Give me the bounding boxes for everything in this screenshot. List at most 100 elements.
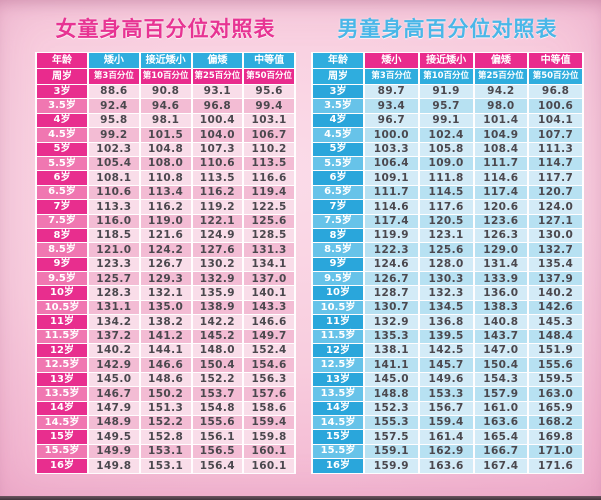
age-cell: 7.5岁 <box>37 214 87 228</box>
height-value-cell: 167.4 <box>474 459 528 473</box>
height-value-cell: 130.2 <box>192 257 243 272</box>
age-cell: 5.5岁 <box>37 156 87 171</box>
height-value-cell: 148.0 <box>192 344 243 358</box>
height-value-cell: 127.1 <box>529 214 582 228</box>
height-value-cell: 151.3 <box>140 401 191 415</box>
age-cell: 8.5岁 <box>313 243 363 257</box>
table-row: 8.5岁 121.0 124.2 127.6 131.3 <box>37 243 294 257</box>
age-cell: 5岁 <box>37 142 87 156</box>
table-row: 13.5岁 148.8 153.3 157.9 163.0 <box>313 387 582 401</box>
age-cell: 5岁 <box>313 142 363 156</box>
height-value-cell: 150.2 <box>140 387 191 401</box>
table-row: 7岁 114.6 117.6 120.6 124.0 <box>313 200 582 214</box>
girls-header-near-short: 接近矮小 <box>140 53 191 68</box>
table-row: 10岁 128.3 132.1 135.9 140.1 <box>37 286 294 300</box>
height-value-cell: 143.7 <box>474 329 528 344</box>
table-row: 10.5岁 131.1 135.0 138.9 143.3 <box>37 300 294 315</box>
height-value-cell: 134.1 <box>244 257 294 272</box>
height-value-cell: 135.3 <box>365 329 418 344</box>
height-value-cell: 131.1 <box>89 300 139 315</box>
height-value-cell: 156.4 <box>192 459 243 473</box>
boys-subheader-age-years: 周岁 <box>313 69 363 84</box>
height-value-cell: 154.6 <box>244 358 294 372</box>
age-cell: 12.5岁 <box>313 358 363 372</box>
height-value-cell: 161.0 <box>474 401 528 415</box>
table-row: 6.5岁 111.7 114.5 117.4 120.7 <box>313 185 582 200</box>
height-value-cell: 145.0 <box>365 372 418 387</box>
height-value-cell: 140.2 <box>529 286 582 300</box>
height-value-cell: 132.9 <box>365 315 418 329</box>
height-value-cell: 137.0 <box>244 272 294 286</box>
height-value-cell: 156.1 <box>192 430 243 444</box>
height-value-cell: 141.1 <box>365 358 418 372</box>
height-value-cell: 110.6 <box>89 185 139 200</box>
height-value-cell: 120.7 <box>529 185 582 200</box>
height-value-cell: 138.1 <box>365 344 418 358</box>
height-value-cell: 118.5 <box>89 228 139 243</box>
height-value-cell: 98.1 <box>140 113 191 128</box>
boys-header-slightly-short: 偏矮 <box>474 53 528 68</box>
height-value-cell: 119.0 <box>140 214 191 228</box>
height-value-cell: 106.7 <box>244 128 294 142</box>
height-value-cell: 151.9 <box>529 344 582 358</box>
height-value-cell: 119.9 <box>365 228 418 243</box>
girls-height-percentile-table: 年龄 矮小 接近矮小 偏矮 中等值 周岁 第3百分位 第10百分位 第25百分位… <box>35 52 296 474</box>
height-value-cell: 154.8 <box>192 401 243 415</box>
height-value-cell: 124.2 <box>140 243 191 257</box>
age-cell: 9岁 <box>37 257 87 272</box>
height-value-cell: 116.6 <box>244 171 294 185</box>
height-value-cell: 140.2 <box>89 344 139 358</box>
table-row: 15.5岁 149.9 153.1 156.5 160.1 <box>37 444 294 459</box>
height-value-cell: 100.6 <box>529 99 582 113</box>
girls-table-title: 女童身高百分位对照表 <box>55 17 276 41</box>
girls-subheader-p25: 第25百分位 <box>192 69 243 84</box>
age-cell: 12.5岁 <box>37 358 87 372</box>
height-value-cell: 103.1 <box>244 113 294 128</box>
height-value-cell: 106.4 <box>365 156 418 171</box>
height-value-cell: 101.5 <box>140 128 191 142</box>
height-value-cell: 94.2 <box>474 85 528 99</box>
table-row: 6.5岁 110.6 113.4 116.2 119.4 <box>37 185 294 200</box>
table-row: 12岁 140.2 144.1 148.0 152.4 <box>37 344 294 358</box>
height-value-cell: 148.9 <box>89 415 139 430</box>
age-cell: 14.5岁 <box>37 415 87 430</box>
height-value-cell: 150.4 <box>192 358 243 372</box>
height-value-cell: 122.3 <box>365 243 418 257</box>
height-value-cell: 114.5 <box>419 185 473 200</box>
height-value-cell: 144.1 <box>140 344 191 358</box>
table-row: 8岁 118.5 121.6 124.9 128.5 <box>37 228 294 243</box>
table-row: 4.5岁 99.2 101.5 104.0 106.7 <box>37 128 294 142</box>
height-value-cell: 163.6 <box>419 459 473 473</box>
age-cell: 9.5岁 <box>313 272 363 286</box>
boys-subheader-p3: 第3百分位 <box>365 69 418 84</box>
height-value-cell: 126.7 <box>140 257 191 272</box>
height-value-cell: 90.8 <box>140 85 191 99</box>
age-cell: 15.5岁 <box>37 444 87 459</box>
height-value-cell: 163.0 <box>529 387 582 401</box>
height-value-cell: 95.6 <box>244 85 294 99</box>
height-value-cell: 159.5 <box>529 372 582 387</box>
height-value-cell: 120.5 <box>419 214 473 228</box>
height-value-cell: 135.9 <box>192 286 243 300</box>
height-value-cell: 128.5 <box>244 228 294 243</box>
age-cell: 10.5岁 <box>37 300 87 315</box>
height-value-cell: 124.6 <box>365 257 418 272</box>
height-value-cell: 107.3 <box>192 142 243 156</box>
height-value-cell: 113.4 <box>140 185 191 200</box>
height-value-cell: 171.6 <box>529 459 582 473</box>
table-row: 13岁 145.0 148.6 152.2 156.3 <box>37 372 294 387</box>
height-value-cell: 153.1 <box>140 444 191 459</box>
girls-header-medium: 中等值 <box>244 53 294 68</box>
boys-header-medium: 中等值 <box>529 53 582 68</box>
height-value-cell: 148.4 <box>529 329 582 344</box>
height-value-cell: 101.4 <box>474 113 528 128</box>
age-cell: 13.5岁 <box>37 387 87 401</box>
height-value-cell: 122.5 <box>244 200 294 214</box>
height-value-cell: 146.7 <box>89 387 139 401</box>
boys-table-title: 男童身高百分位对照表 <box>337 17 558 41</box>
height-value-cell: 162.9 <box>419 444 473 459</box>
girls-subheader-age-years: 周岁 <box>37 69 87 84</box>
height-value-cell: 154.3 <box>474 372 528 387</box>
height-value-cell: 153.7 <box>192 387 243 401</box>
height-value-cell: 96.8 <box>192 99 243 113</box>
